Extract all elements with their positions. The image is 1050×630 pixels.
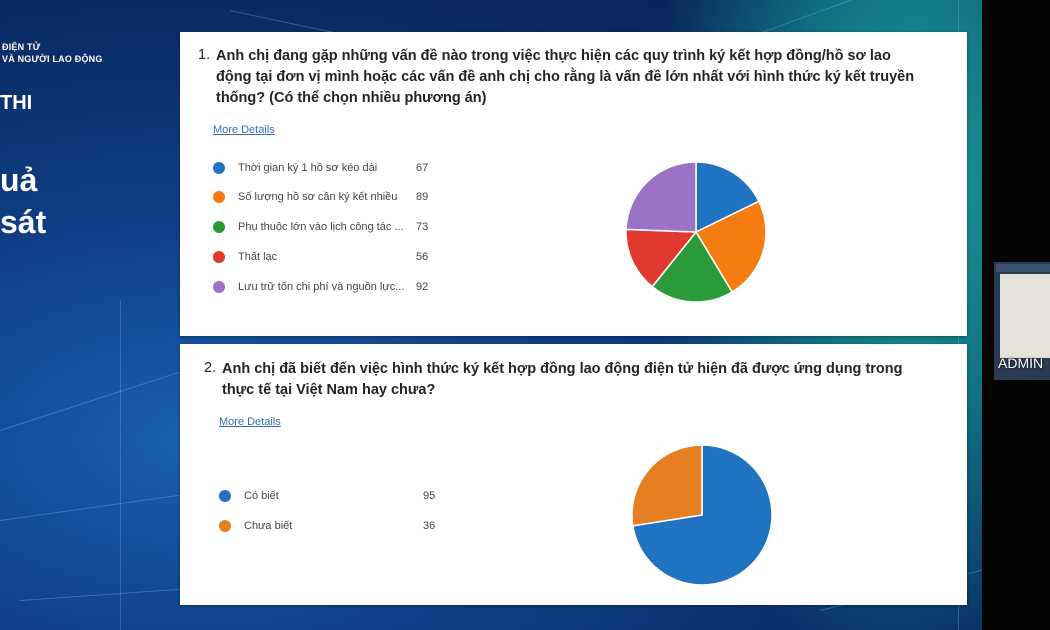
pie-chart-2 <box>631 444 773 586</box>
org-name-line1: ĐIỆN TỬ <box>2 42 41 52</box>
pie-slice <box>651 230 734 303</box>
legend-item: Thời gian ký 1 hồ sơ kéo dài 67 <box>213 160 443 176</box>
slide-big-text-2: sát <box>0 204 47 240</box>
bg-grid-line <box>120 300 121 630</box>
legend-count: 95 <box>423 490 436 502</box>
question-number: 2. <box>204 360 217 376</box>
legend-label: Chưa biết <box>244 520 293 532</box>
slide-big-text-1: uả <box>0 162 38 198</box>
question-text-line: Anh chị đang gặp những vấn đề nào trong … <box>216 48 891 64</box>
video-feed <box>1000 274 1050 358</box>
participant-video-tile[interactable] <box>994 262 1050 380</box>
legend-item: Thất lạc 56 <box>213 249 443 265</box>
legend-item: Lưu trữ tốn chi phí và nguồn lực... 92 <box>213 279 443 295</box>
legend-color-dot <box>213 251 225 263</box>
pie-slice <box>695 161 760 234</box>
more-details-link[interactable]: More Details <box>213 124 275 136</box>
legend-label: Thất lạc <box>238 251 278 263</box>
legend-count: 89 <box>416 191 429 203</box>
legend-item: Phụ thuộc lớn vào lịch công tác ... 73 <box>213 219 443 235</box>
legend-item: Số lượng hồ sơ cần ký kết nhiều 89 <box>213 189 443 205</box>
question-card-2: 2. Anh chị đã biết đến việc hình thức ký… <box>180 344 967 605</box>
pie-slice <box>625 161 697 233</box>
legend-label: Số lượng hồ sơ cần ký kết nhiều <box>238 191 398 203</box>
pie-chart-1 <box>625 161 767 303</box>
legend-item: Có biết 95 <box>219 488 449 504</box>
legend-count: 73 <box>416 221 429 233</box>
question-text-line: thống? (Có thể chọn nhiều phương án) <box>216 90 487 106</box>
legend-color-dot <box>219 520 231 532</box>
participant-name: ADMIN <box>998 355 1044 371</box>
legend-label: Lưu trữ tốn chi phí và nguồn lực... <box>238 281 405 293</box>
legend-label: Thời gian ký 1 hồ sơ kéo dài <box>238 162 378 174</box>
legend-color-dot <box>219 490 231 502</box>
pie-slice <box>694 200 767 294</box>
bg-grid-line <box>0 368 191 431</box>
legend-count: 36 <box>423 520 436 532</box>
more-details-link[interactable]: More Details <box>219 416 281 428</box>
legend-color-dot <box>213 281 225 293</box>
legend-color-dot <box>213 191 225 203</box>
legend-label: Có biết <box>244 490 279 502</box>
question-card-1: 1. Anh chị đang gặp những vấn đề nào tro… <box>180 32 967 336</box>
legend-label: Phụ thuộc lớn vào lịch công tác ... <box>238 221 404 233</box>
question-text-line: động tại đơn vị mình hoặc các vấn đề anh… <box>216 69 915 85</box>
question-text-line: Anh chị đã biết đến việc hình thức ký kế… <box>222 361 903 377</box>
pie-slice <box>625 228 698 288</box>
legend-count: 92 <box>416 281 429 293</box>
legend-count: 67 <box>416 162 429 174</box>
video-header <box>996 264 1050 272</box>
legend-item: Chưa biết 36 <box>219 518 449 534</box>
legend-color-dot <box>213 221 225 233</box>
question-number: 1. <box>198 47 211 63</box>
question-text-line: thực tế tại Việt Nam hay chưa? <box>222 382 436 398</box>
org-name-line2: VÀ NGƯỜI LAO ĐỘNG <box>2 54 103 64</box>
legend-color-dot <box>213 162 225 174</box>
pie-slice <box>631 444 703 527</box>
legend-count: 56 <box>416 251 429 263</box>
slide-heading: THI <box>0 92 33 114</box>
